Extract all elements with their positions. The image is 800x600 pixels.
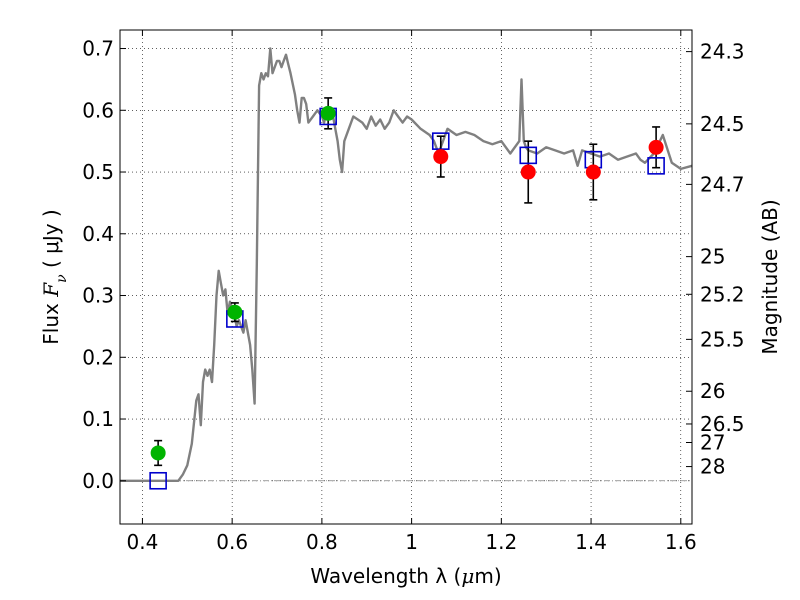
x-tick-label: 0.6 — [216, 530, 248, 554]
y-axis-label-prefix: Flux — [39, 297, 63, 345]
y-tick-label: 0.0 — [82, 469, 114, 493]
y-axis-label-subscript: ν — [54, 274, 70, 283]
y2-tick-label: 27 — [700, 430, 725, 454]
x-axis-label-text: Wavelength λ ( — [310, 564, 461, 588]
y-tick-label: 0.1 — [82, 407, 114, 431]
y2-tick-label: 24.3 — [700, 40, 745, 64]
red-data-point — [585, 164, 601, 180]
y2-tick-label: 25 — [700, 245, 725, 269]
y-tick-label: 0.3 — [82, 284, 114, 308]
model-square — [519, 146, 538, 165]
y-tick-label: 0.4 — [82, 222, 114, 246]
red-data-point — [433, 149, 449, 165]
x-tick-label: 1.6 — [665, 530, 697, 554]
green-data-point — [150, 445, 166, 461]
y-tick-label: 0.2 — [82, 345, 114, 369]
y2-tick-label: 28 — [700, 455, 725, 479]
y-tick-label: 0.7 — [82, 37, 114, 61]
green-data-point — [227, 304, 243, 320]
x-tick-label: 1 — [405, 530, 418, 554]
y-axis-label-units: ( μJy ) — [39, 209, 63, 274]
y-tick-label: 0.6 — [82, 98, 114, 122]
red-data-point — [520, 164, 536, 180]
model-square — [149, 471, 167, 490]
axis-ticks: 0.4 0.6 0.8 1 1.2 1.4 1.6 0.0 0.1 0.2 0.3 0.4 0.5 0.6… — [82, 30, 745, 554]
x-axis-label: Wavelength λ (μm) — [310, 564, 501, 588]
x-tick-label: 1.4 — [575, 530, 607, 554]
y2-axis-label: Magnitude (AB) — [758, 199, 782, 354]
x-tick-label: 1.2 — [485, 530, 517, 554]
y2-tick-label: 26.5 — [700, 412, 745, 436]
x-tick-label: 0.8 — [306, 530, 338, 554]
red-data-point — [648, 139, 664, 155]
x-axis-label-mu: μ — [461, 564, 474, 588]
x-tick-label: 0.4 — [127, 530, 159, 554]
grid — [120, 30, 692, 524]
y2-tick-label: 25.2 — [700, 282, 745, 306]
y2-tick-label: 24.5 — [700, 112, 745, 136]
spectrum-line — [120, 47, 693, 482]
model-square — [647, 157, 665, 175]
x-axis-label-unit: m) — [474, 564, 501, 588]
spectrum-series — [120, 47, 693, 482]
y-axis-label: Flux Fν ( μJy ) — [39, 209, 70, 344]
y-axis-label-symbol: F — [39, 282, 63, 298]
y2-tick-label: 25.5 — [700, 327, 745, 351]
plot-frame — [119, 29, 693, 525]
y-tick-label: 0.5 — [82, 160, 114, 184]
y2-tick-label: 26 — [700, 379, 725, 403]
photometry-markers — [149, 97, 665, 490]
y2-tick-label: 24.7 — [700, 172, 745, 196]
green-data-point — [320, 105, 336, 121]
